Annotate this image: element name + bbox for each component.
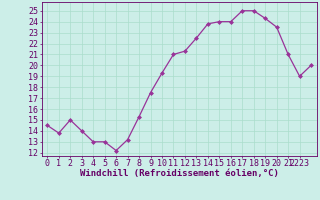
X-axis label: Windchill (Refroidissement éolien,°C): Windchill (Refroidissement éolien,°C) xyxy=(80,169,279,178)
